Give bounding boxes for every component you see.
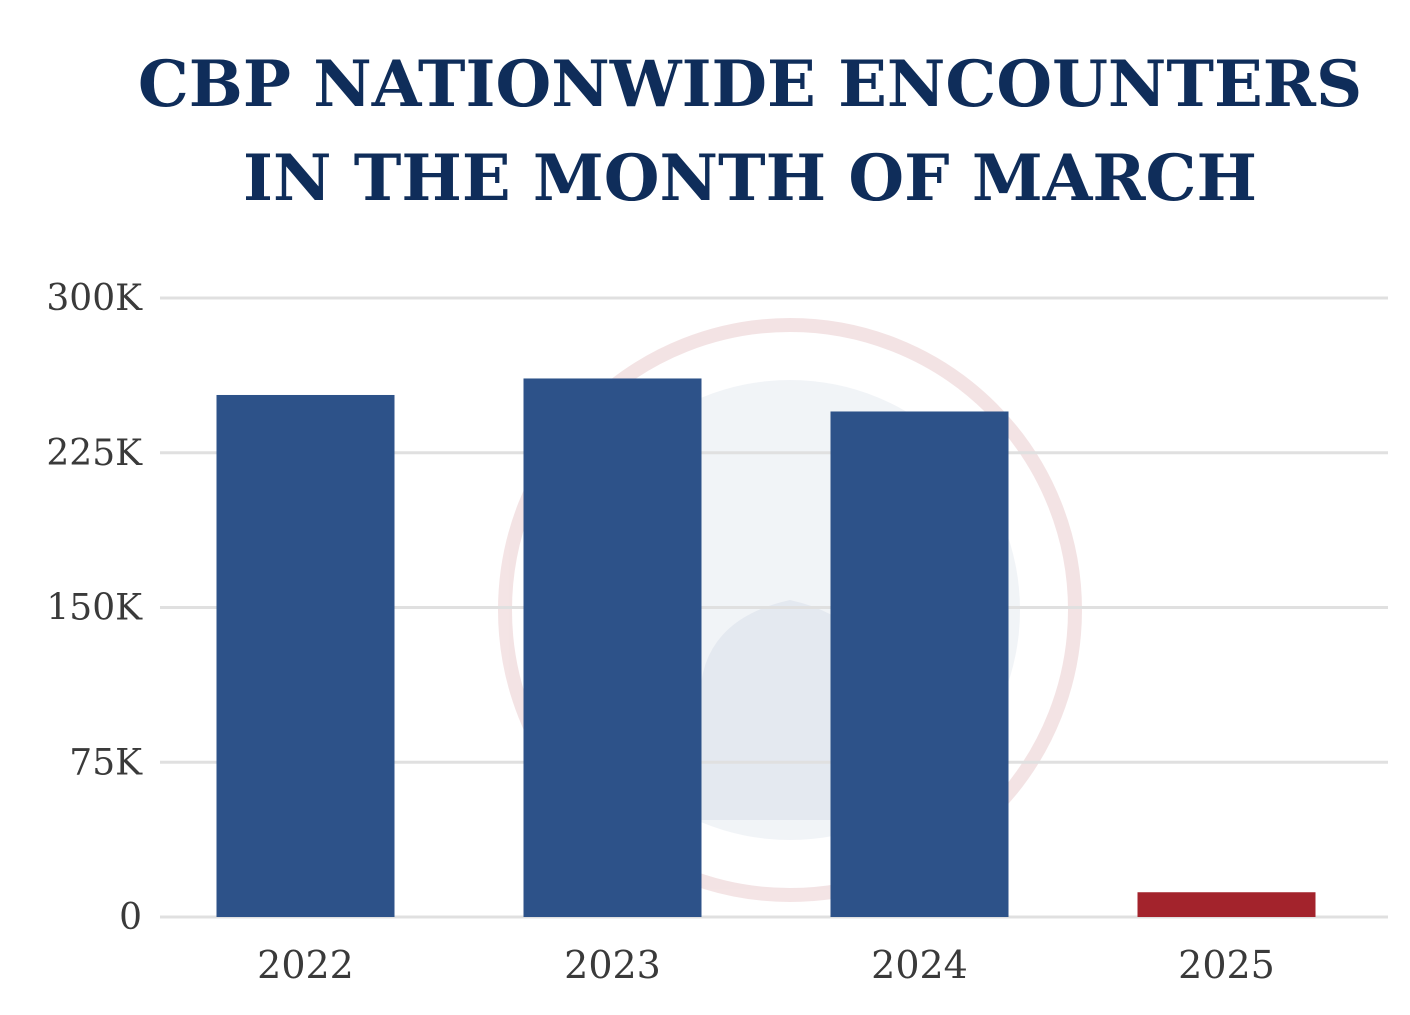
x-tick-label: 2025: [1178, 943, 1275, 987]
chart-title-line-1: CBP NATIONWIDE ENCOUNTERS: [137, 47, 1363, 122]
x-axis-labels: 2022 2023 2024 2025: [257, 943, 1275, 987]
x-tick-label: 2022: [257, 943, 354, 987]
bar-2022: [216, 394, 395, 917]
bar-2024: [830, 411, 1009, 917]
chart-title-line-2: IN THE MONTH OF MARCH: [243, 141, 1257, 216]
bar-2025: [1137, 892, 1316, 917]
y-tick-label: 150K: [46, 588, 143, 629]
y-tick-label: 225K: [46, 433, 143, 474]
y-tick-label: 300K: [46, 278, 143, 319]
bar-2023: [523, 378, 702, 918]
x-tick-label: 2023: [564, 943, 661, 987]
x-tick-label: 2024: [871, 943, 968, 987]
chart-title: CBP NATIONWIDE ENCOUNTERS IN THE MONTH O…: [0, 38, 1410, 226]
y-tick-label: 0: [119, 897, 142, 938]
y-axis-ticks: 0 75K 150K 225K 300K: [46, 278, 143, 938]
bars: [216, 378, 1316, 918]
y-tick-label: 75K: [69, 742, 143, 783]
